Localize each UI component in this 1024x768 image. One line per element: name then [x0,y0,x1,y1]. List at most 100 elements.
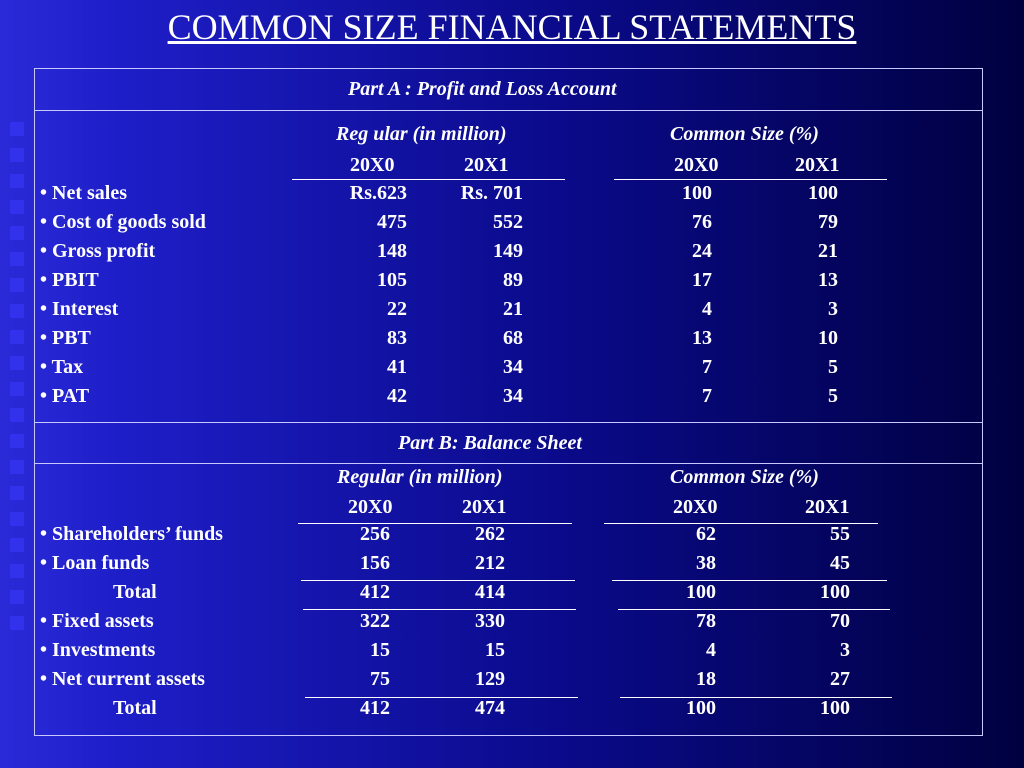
regular-value-20x0: 105 [377,269,407,291]
common-size-value-20x1: 10 [818,327,838,349]
regular-value-20x1: 149 [493,240,523,262]
common-size-value-20x0: 76 [692,211,712,233]
statements-frame [34,68,983,736]
regular-value-20x0: 256 [360,523,390,545]
regular-value-20x0: 22 [387,298,407,320]
common-size-value-20x0: 4 [702,298,712,320]
row-label: • Fixed assets [40,610,154,632]
common-size-value-20x1: 70 [830,610,850,632]
regular-value-20x0: 83 [387,327,407,349]
regular-value-20x0: 412 [360,697,390,719]
part-b-year-0: 20X0 [348,496,393,518]
page-title: COMMON SIZE FINANCIAL STATEMENTS [167,7,857,47]
regular-value-20x1: 212 [475,552,505,574]
part-b-heading: Part B: Balance Sheet [398,432,582,454]
common-size-value-20x1: 79 [818,211,838,233]
common-size-value-20x0: 7 [702,385,712,407]
regular-value-20x1: 34 [503,356,523,378]
regular-value-20x0: 148 [377,240,407,262]
row-label: • Interest [40,298,119,320]
regular-value-20x0: 322 [360,610,390,632]
total-rule [303,609,576,610]
regular-value-20x1: 129 [475,668,505,690]
header-rule [604,523,878,524]
common-size-value-20x1: 45 [830,552,850,574]
regular-value-20x1: 552 [493,211,523,233]
header-rule [292,179,565,180]
common-size-value-20x1: 21 [818,240,838,262]
regular-value-20x1: 414 [475,581,505,603]
row-label: • Investments [40,639,156,661]
row-label: • Tax [40,356,84,378]
common-size-value-20x1: 27 [830,668,850,690]
regular-value-20x1: 21 [503,298,523,320]
total-rule [618,609,890,610]
common-size-value-20x0: 17 [692,269,712,291]
common-size-value-20x0: 18 [696,668,716,690]
row-label: • Shareholders’ funds [40,523,223,545]
part-a-common-header: Common Size (%) [670,123,819,145]
part-a-cs-year-0: 20X0 [674,154,719,176]
regular-value-20x0: Rs.623 [349,182,407,204]
part-b-common-header: Common Size (%) [670,466,819,488]
regular-value-20x1: 68 [503,327,523,349]
common-size-value-20x1: 13 [818,269,838,291]
regular-value-20x1: 34 [503,385,523,407]
row-label: • Cost of goods sold [40,211,206,233]
divider [34,463,982,464]
common-size-value-20x0: 24 [692,240,712,262]
common-size-value-20x1: 100 [820,581,850,603]
decorative-squares [0,0,40,768]
total-rule [620,697,892,698]
common-size-value-20x0: 100 [686,697,716,719]
common-size-value-20x0: 38 [696,552,716,574]
common-size-value-20x0: 100 [682,182,712,204]
regular-value-20x1: 474 [475,697,505,719]
row-label: • PBIT [40,269,99,291]
row-label: Total [113,581,157,603]
part-b-year-1: 20X1 [462,496,507,518]
row-label: • Gross profit [40,240,156,262]
regular-value-20x1: 330 [475,610,505,632]
part-a-regular-header: Reg ular (in million) [336,123,507,145]
total-rule [612,580,887,581]
common-size-value-20x1: 100 [820,697,850,719]
part-a-cs-year-1: 20X1 [795,154,840,176]
common-size-value-20x0: 13 [692,327,712,349]
regular-value-20x1: 262 [475,523,505,545]
regular-value-20x0: 156 [360,552,390,574]
common-size-value-20x0: 7 [702,356,712,378]
regular-value-20x0: 41 [387,356,407,378]
header-rule [298,523,572,524]
row-label: • PAT [40,385,90,407]
common-size-value-20x0: 100 [686,581,716,603]
common-size-value-20x1: 100 [808,182,838,204]
regular-value-20x1: 15 [485,639,505,661]
common-size-value-20x0: 62 [696,523,716,545]
part-b-regular-header: Regular (in million) [337,466,503,488]
row-label: Total [113,697,157,719]
regular-value-20x0: 75 [370,668,390,690]
header-rule [614,179,887,180]
regular-value-20x1: Rs. 701 [460,182,523,204]
regular-value-20x1: 89 [503,269,523,291]
common-size-value-20x1: 5 [828,385,838,407]
part-b-cs-year-1: 20X1 [805,496,850,518]
common-size-value-20x1: 3 [840,639,850,661]
common-size-value-20x1: 5 [828,356,838,378]
divider [34,422,982,423]
part-a-year-1: 20X1 [464,154,509,176]
common-size-value-20x1: 3 [828,298,838,320]
part-a-year-0: 20X0 [350,154,395,176]
row-label: • Net current assets [40,668,205,690]
divider [34,110,982,111]
regular-value-20x0: 15 [370,639,390,661]
regular-value-20x0: 42 [387,385,407,407]
common-size-value-20x0: 78 [696,610,716,632]
regular-value-20x0: 412 [360,581,390,603]
row-label: • PBT [40,327,91,349]
total-rule [301,580,575,581]
common-size-value-20x0: 4 [706,639,716,661]
part-b-cs-year-0: 20X0 [673,496,718,518]
total-rule [305,697,578,698]
